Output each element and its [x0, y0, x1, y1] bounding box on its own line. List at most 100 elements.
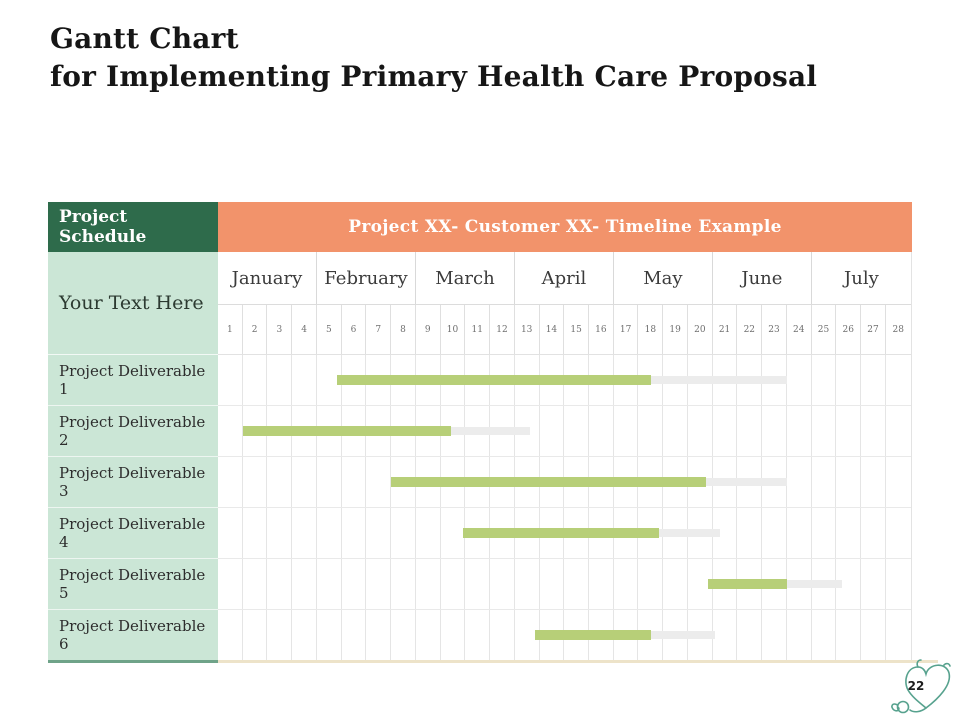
grid-cell — [366, 610, 392, 660]
task-bar — [463, 528, 659, 538]
page-decoration: 22 — [888, 654, 958, 718]
grid-cell — [342, 559, 367, 609]
grid-cell — [317, 508, 342, 558]
grid-cell — [886, 457, 911, 507]
grid-cell — [218, 559, 243, 609]
task-bar-extension — [651, 631, 716, 639]
month-header-may: May — [614, 252, 713, 304]
grid-cell — [391, 559, 416, 609]
grid-cell — [663, 406, 688, 456]
bottom-border-green-segment — [48, 660, 218, 663]
task-row — [218, 610, 911, 660]
grid-cell — [366, 559, 392, 609]
month-header-july: July — [844, 267, 879, 289]
grid-cell — [490, 610, 515, 660]
task-bar — [534, 630, 652, 640]
week-number-18: 18 — [638, 305, 664, 354]
grid-cell — [515, 559, 540, 609]
grid-cell — [292, 508, 317, 558]
week-number-22: 22 — [737, 305, 763, 354]
week-number-12: 12 — [490, 305, 515, 354]
gantt-bar-rows — [218, 355, 911, 660]
grid-cell — [836, 508, 862, 558]
grid-cell — [490, 559, 515, 609]
week-number-17: 17 — [614, 305, 639, 354]
grid-cell — [861, 508, 886, 558]
month-header-january: January — [218, 252, 317, 304]
grid-cell — [416, 559, 441, 609]
grid-cell — [713, 406, 738, 456]
week-number-5: 5 — [317, 305, 342, 354]
grid-cell — [243, 559, 268, 609]
week-number-24: 24 — [787, 305, 812, 354]
task-bar-extension — [705, 478, 788, 486]
month-header-row: January February March April May June July — [218, 252, 911, 305]
week-number-13: 13 — [515, 305, 540, 354]
table-bottom-border — [48, 660, 938, 663]
grid-cell — [812, 355, 837, 405]
task-row — [218, 559, 911, 610]
title-line-2: for Implementing Primary Health Care Pro… — [50, 60, 818, 94]
grid-cell — [787, 610, 812, 660]
grid-cell — [243, 355, 268, 405]
grid-cell — [317, 457, 342, 507]
grid-cell — [243, 508, 268, 558]
grid-cell — [787, 406, 812, 456]
week-number-20: 20 — [688, 305, 713, 354]
task-label: Project Deliverable 5 — [48, 559, 218, 610]
grid-cell — [886, 559, 911, 609]
week-number-25: 25 — [812, 305, 837, 354]
task-label: Project Deliverable 6 — [59, 617, 206, 653]
bottom-border-tan-segment — [218, 660, 938, 663]
grid-cell — [737, 610, 763, 660]
grid-cell — [861, 457, 886, 507]
week-number-1: 1 — [218, 305, 243, 354]
week-number-8: 8 — [391, 305, 416, 354]
table-body: Your Text Here Project Deliverable 1 Proj… — [48, 252, 912, 660]
grid-cell — [391, 508, 416, 558]
grid-cell — [391, 610, 416, 660]
your-text-placeholder: Your Text Here — [48, 252, 218, 355]
page-number: 22 — [908, 679, 925, 693]
grid-cell — [292, 457, 317, 507]
grid-cell — [812, 508, 837, 558]
week-number-row: 1 2 3 4 5 6 7 8 9 10 11 12 13 14 15 16 17 18 19 20 21 22 23 24 2… — [218, 305, 911, 355]
grid-cell — [441, 508, 466, 558]
grid-cell — [540, 559, 565, 609]
grid-cell — [886, 508, 911, 558]
grid-cell — [861, 610, 886, 660]
task-bar-extension — [651, 376, 788, 384]
week-number-21: 21 — [713, 305, 738, 354]
grid-cell — [886, 406, 911, 456]
week-number-19: 19 — [663, 305, 688, 354]
grid-cell — [737, 406, 763, 456]
task-row — [218, 355, 911, 406]
grid-cell — [292, 355, 317, 405]
title-line-1: Gantt Chart — [50, 22, 239, 55]
grid-cell — [836, 457, 862, 507]
grid-cell — [218, 355, 243, 405]
grid-cell — [589, 406, 614, 456]
week-number-26: 26 — [836, 305, 862, 354]
grid-cell — [366, 508, 392, 558]
task-label: Project Deliverable 4 — [48, 508, 218, 559]
week-number-9: 9 — [416, 305, 441, 354]
grid-cell — [243, 610, 268, 660]
grid-cell — [292, 610, 317, 660]
grid-cell — [614, 406, 639, 456]
grid-cell — [564, 406, 590, 456]
grid-cell — [416, 610, 441, 660]
grid-cell — [515, 406, 540, 456]
task-name-column: Your Text Here Project Deliverable 1 Proj… — [48, 252, 218, 660]
week-number-28: 28 — [892, 324, 904, 335]
gantt-chart-table: Project Schedule Project XX- Customer XX… — [48, 202, 938, 663]
grid-cell — [441, 610, 466, 660]
task-row — [218, 508, 911, 559]
grid-cell — [861, 406, 886, 456]
task-bar-extension — [787, 580, 842, 588]
task-bar — [242, 426, 451, 436]
grid-cell — [713, 508, 738, 558]
task-row-gridlines — [218, 559, 911, 609]
grid-cell — [762, 610, 787, 660]
